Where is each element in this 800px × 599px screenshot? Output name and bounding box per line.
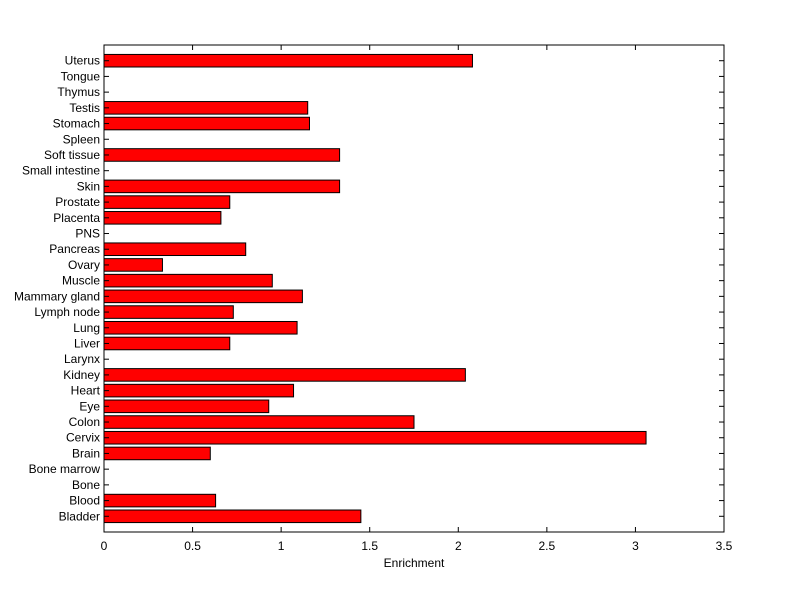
y-tick-label: Lymph node: [34, 305, 100, 319]
y-tick-label: Spleen: [63, 132, 100, 146]
bar-prostate: [103, 195, 231, 209]
bar-testis: [103, 101, 309, 115]
y-tick-label: Bladder: [59, 509, 100, 523]
y-tick-label: Brain: [72, 446, 100, 460]
x-tick-label: 1: [278, 539, 285, 553]
bar-uterus: [103, 53, 473, 68]
bar-lung: [103, 320, 298, 335]
y-tick-label: Placenta: [53, 211, 100, 225]
y-tick-label: Uterus: [65, 54, 100, 68]
bar-placenta: [103, 211, 222, 225]
x-tick-label: 3: [632, 539, 639, 553]
x-ticks-group: 0 0.5 1 1.5 2 2.5 3 3.5: [101, 45, 733, 553]
y-tick-label: Testis: [69, 101, 100, 115]
bar-muscle: [103, 273, 273, 288]
y-tick-label: Larynx: [64, 352, 100, 366]
x-tick-label: 0.5: [184, 539, 201, 553]
y-tick-label: Soft tissue: [44, 148, 100, 162]
bar-mammary-gland: [103, 289, 303, 304]
y-tick-label: Lung: [73, 321, 100, 335]
x-tick-label: 2: [455, 539, 462, 553]
bar-eye: [103, 399, 270, 414]
bar-kidney: [103, 368, 466, 382]
y-tick-label: Eye: [79, 399, 100, 413]
y-tick-label: Stomach: [53, 117, 100, 131]
y-tick-label: Colon: [69, 415, 100, 429]
x-tick-label: 3.5: [716, 539, 733, 553]
y-tick-label: Kidney: [63, 368, 100, 382]
y-tick-label: Pancreas: [49, 242, 100, 256]
bar-brain: [103, 446, 211, 461]
plot-frame: [103, 44, 725, 533]
bar-colon: [103, 415, 415, 429]
bar-blood: [103, 493, 217, 508]
bar-bladder: [103, 509, 362, 524]
bar-lymph-node: [103, 305, 234, 319]
y-tick-label: Heart: [71, 384, 101, 398]
y-tick-label: PNS: [75, 227, 100, 241]
x-axis-label: Enrichment: [384, 556, 445, 570]
y-tick-label: Tongue: [61, 69, 101, 83]
y-tick-label: Bone marrow: [29, 462, 101, 476]
bar-liver: [103, 336, 231, 351]
bar-stomach: [103, 116, 310, 131]
y-tick-label: Mammary gland: [14, 289, 100, 303]
y-tick-label: Skin: [77, 179, 100, 193]
x-tick-label: 0: [101, 539, 108, 553]
y-tick-label: Thymus: [57, 85, 100, 99]
bar-skin: [103, 179, 341, 194]
bar-soft-tissue: [103, 148, 341, 162]
y-tick-label: Cervix: [66, 431, 100, 445]
y-tick-label: Bone: [72, 478, 100, 492]
bar-heart: [103, 383, 295, 398]
y-tick-label: Ovary: [68, 258, 100, 272]
bar-pancreas: [103, 242, 247, 257]
y-tick-label: Small intestine: [22, 164, 100, 178]
x-tick-label: 1.5: [361, 539, 378, 553]
bar-ovary: [103, 258, 163, 272]
bar-cervix: [103, 430, 647, 445]
y-tick-label: Prostate: [55, 195, 100, 209]
y-tick-label: Blood: [69, 494, 100, 508]
y-tick-label: Muscle: [62, 274, 100, 288]
y-tick-label: Liver: [74, 336, 100, 350]
x-tick-label: 2.5: [539, 539, 556, 553]
